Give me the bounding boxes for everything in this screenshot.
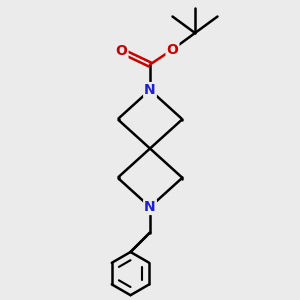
Text: N: N xyxy=(144,200,156,214)
Text: N: N xyxy=(144,83,156,97)
Text: O: O xyxy=(116,44,128,58)
Text: O: O xyxy=(167,43,178,56)
